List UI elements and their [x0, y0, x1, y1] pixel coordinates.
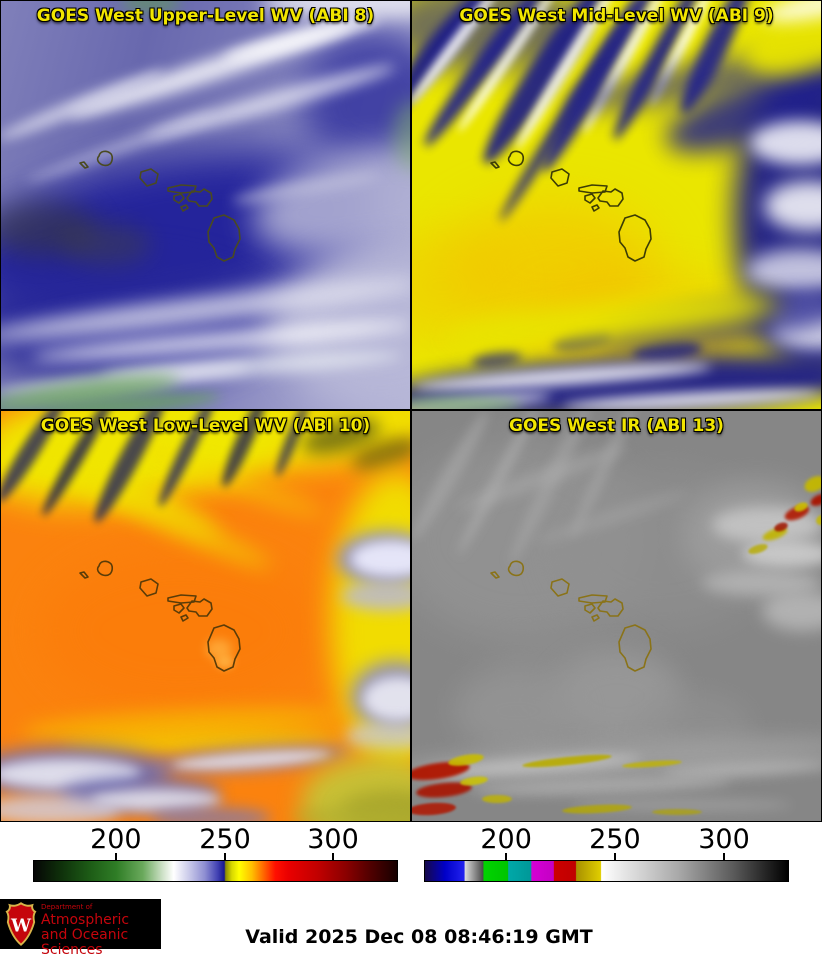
colorbar-tick: [114, 853, 117, 860]
cloud-texture: [1, 201, 96, 256]
colorbar-tick-label: 300: [698, 824, 750, 855]
colorbar-tick-label: 300: [307, 824, 359, 855]
colorbar-strip: 200 250 300 200 250 300: [0, 822, 822, 890]
uw-aos-logo: W Department of Atmospheric and Oceanic …: [0, 899, 161, 954]
cloud-texture: [750, 121, 821, 165]
logo-dept-line2: and Oceanic Sciences: [41, 927, 129, 954]
colorbar-tick: [505, 853, 508, 860]
cloud-texture: [762, 591, 821, 631]
colorbar-gradient: [33, 860, 398, 882]
hawaiian-islands-outline: [79, 150, 241, 262]
colorbar-tick-label: 250: [589, 824, 641, 855]
colorbar-tick: [723, 853, 726, 860]
cloud-texture: [206, 639, 232, 659]
hawaiian-islands-outline: [79, 560, 241, 672]
cloud-texture: [412, 397, 522, 409]
logo-dept-line1: Atmospheric: [41, 912, 130, 928]
panel-title: GOES West Mid-Level WV (ABI 9): [459, 6, 774, 26]
cloud-texture: [341, 581, 410, 611]
panel-abi10-low-level-wv: GOES West Low-Level WV (ABI 10): [0, 410, 411, 822]
cloud-texture: [452, 671, 582, 751]
panel-abi13-ir: GOES West IR (ABI 13): [411, 410, 822, 822]
footer: W Department of Atmospheric and Oceanic …: [0, 890, 822, 954]
panel-title: GOES West Low-Level WV (ABI 10): [40, 416, 371, 436]
colorbar-gradient: [424, 860, 789, 882]
cloud-texture: [1, 795, 121, 821]
logo-text: Department of Atmospheric and Oceanic Sc…: [41, 904, 161, 954]
cloud-texture: [121, 1, 181, 13]
cloud-texture: [291, 807, 410, 821]
colorbar-tick: [613, 853, 616, 860]
cloud-texture: [216, 655, 234, 669]
panel-abi9-mid-level-wv: GOES West Mid-Level WV (ABI 9): [411, 0, 822, 410]
cloud-texture: [482, 795, 512, 803]
panel-title: GOES West Upper-Level WV (ABI 8): [36, 6, 375, 26]
colorbar-tick: [223, 853, 226, 860]
hawaiian-islands-outline: [490, 150, 652, 262]
wv-colorbar: 200 250 300: [33, 824, 398, 882]
uw-crest-icon: W: [5, 902, 37, 946]
colorbar-tick-label: 200: [90, 824, 142, 855]
hawaiian-islands-outline: [490, 560, 652, 672]
cloud-texture: [393, 101, 410, 171]
cloud-texture: [261, 1, 410, 19]
cloud-texture: [345, 721, 410, 751]
colorbar-tick-label: 200: [480, 824, 532, 855]
cloud-texture: [61, 223, 151, 265]
cloud-texture: [151, 807, 271, 821]
panel-title: GOES West IR (ABI 13): [509, 416, 724, 436]
uw-monogram: W: [10, 916, 32, 937]
cloud-texture: [91, 789, 221, 811]
cloud-texture: [351, 541, 410, 577]
valid-timestamp: Valid 2025 Dec 08 08:46:19 GMT: [245, 926, 593, 948]
colorbar-tick: [332, 853, 335, 860]
ir-colorbar: 200 250 300: [424, 824, 789, 882]
colorbar-tick-label: 250: [199, 824, 251, 855]
cloud-texture: [652, 809, 702, 815]
panel-abi8-upper-level-wv: GOES West Upper-Level WV (ABI 8): [0, 0, 411, 410]
logo-dept-prefix: Department of: [41, 903, 93, 911]
